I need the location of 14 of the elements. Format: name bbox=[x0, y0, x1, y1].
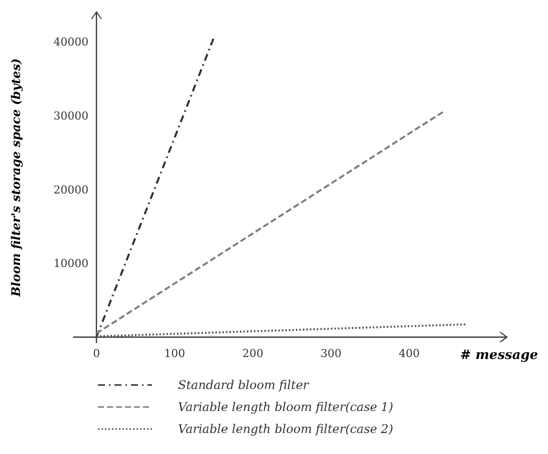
legend-label: Variable length bloom filter(case 2) bbox=[178, 422, 394, 436]
y-tick-label: 10000 bbox=[53, 257, 88, 270]
y-axis-title: Bloom filter's storage space (bytes) bbox=[9, 58, 23, 298]
y-tick-label: 30000 bbox=[53, 109, 88, 122]
x-axis-title: # message bbox=[460, 348, 538, 364]
legend-label: Standard bloom filter bbox=[178, 378, 310, 392]
y-tick-label: 40000 bbox=[53, 36, 88, 49]
x-tick-label: 0 bbox=[92, 347, 100, 360]
x-tick-label: 400 bbox=[398, 347, 420, 360]
x-tick-label: 200 bbox=[242, 347, 264, 360]
x-tick-label: 300 bbox=[320, 347, 342, 360]
legend-label: Variable length bloom filter(case 1) bbox=[178, 400, 394, 414]
y-tick-label: 20000 bbox=[53, 183, 88, 196]
x-tick-label: 100 bbox=[164, 347, 186, 360]
